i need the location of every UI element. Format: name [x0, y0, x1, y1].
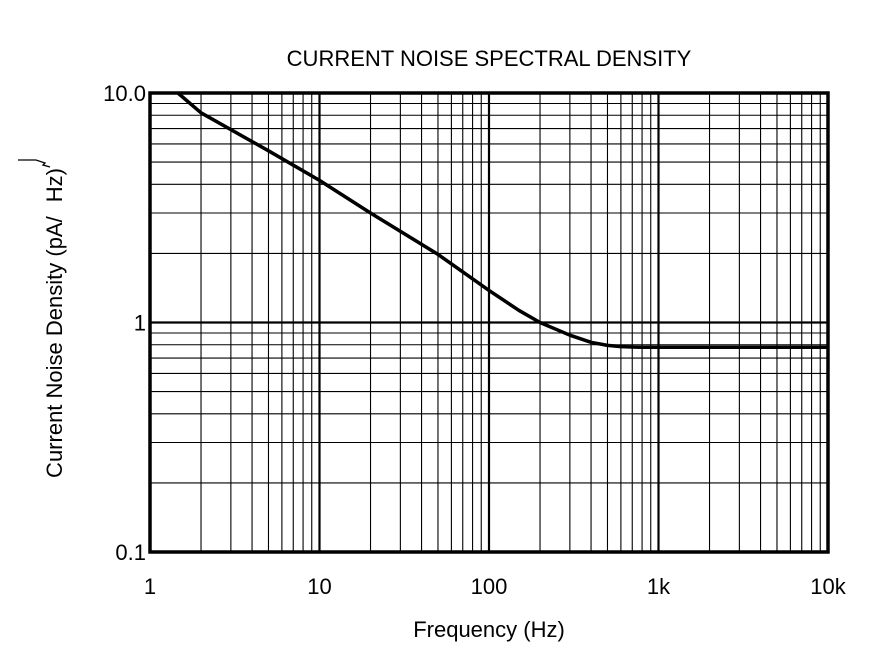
x-tick-label: 10k	[810, 574, 846, 599]
x-tick-label: 10	[307, 574, 331, 599]
y-tick-label: 10.0	[103, 81, 146, 106]
y-axis-label-radicand: Hz	[42, 175, 67, 202]
x-tick-label: 1k	[647, 574, 671, 599]
series-group	[176, 91, 828, 350]
y-tick-label: 1	[134, 311, 146, 336]
y-axis-label-main: Current Noise Density (pA/	[42, 215, 67, 478]
y-axis-label-close: )	[42, 168, 67, 175]
noise-density-line	[176, 91, 828, 350]
y-axis-label: Current Noise Density (pA/Hz)	[42, 168, 67, 478]
chart-title: CURRENT NOISE SPECTRAL DENSITY	[287, 46, 692, 71]
tick-labels: 1 10 100 1k 10k 0.1 1 10.0	[103, 81, 847, 599]
y-tick-label: 0.1	[115, 540, 146, 565]
sqrt-symbol-icon	[18, 159, 51, 168]
x-tick-label: 1	[144, 574, 156, 599]
x-axis-label: Frequency (Hz)	[413, 617, 565, 642]
y-axis-label-text: Current Noise Density (pA/Hz)	[42, 168, 67, 478]
grid	[148, 91, 830, 554]
plot-border	[148, 91, 830, 554]
x-tick-label: 100	[471, 574, 508, 599]
